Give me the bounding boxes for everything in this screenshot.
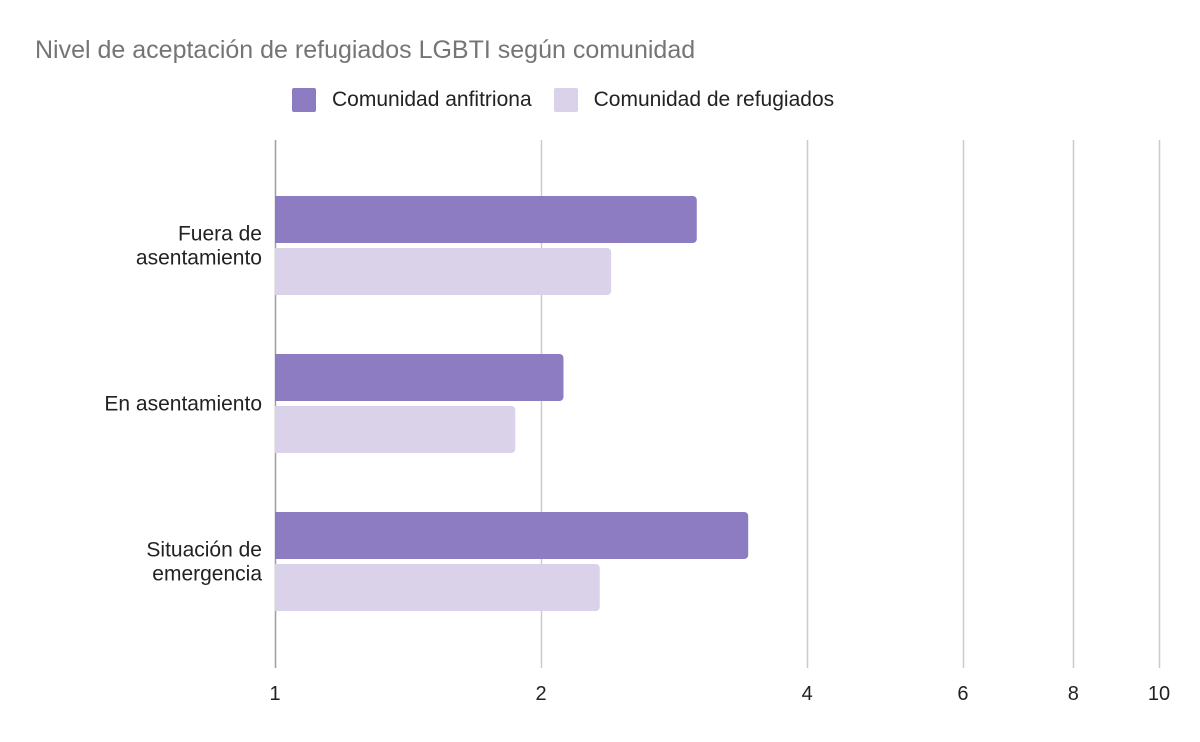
legend-swatch-refugiados: [553, 88, 578, 112]
x-tick-label: 6: [957, 683, 968, 705]
legend: Comunidad anfitriona Comunidad de refugi…: [292, 88, 856, 112]
x-tick-label: 10: [1148, 683, 1170, 705]
bar-anfitriona-0: [274, 196, 697, 243]
x-tick-label: 1: [269, 683, 280, 705]
chart-title: Nivel de aceptación de refugiados LGBTI …: [35, 36, 696, 64]
bar-anfitriona-1: [275, 354, 564, 401]
legend-item-anfitriona[interactable]: Comunidad anfitriona: [292, 88, 532, 112]
legend-label-anfitriona: Comunidad anfitriona: [332, 88, 532, 111]
bar-refugiados-2: [275, 564, 600, 611]
x-tick-label: 4: [802, 683, 813, 705]
legend-label-refugiados: Comunidad de refugiados: [593, 88, 835, 111]
bar-refugiados-1: [275, 406, 516, 453]
bar-anfitriona-2: [275, 512, 749, 559]
category-label: emergencia: [152, 563, 262, 586]
legend-item-refugiados[interactable]: Comunidad de refugiados: [553, 88, 835, 112]
legend-swatch-anfitriona: [292, 88, 316, 112]
category-label: Fuera de: [178, 223, 262, 246]
x-tick-label: 2: [536, 683, 547, 705]
category-label: Situación de: [146, 539, 262, 562]
category-label: asentamiento: [136, 247, 262, 270]
category-label: En asentamiento: [104, 393, 262, 416]
x-tick-label: 8: [1068, 683, 1079, 705]
bar-refugiados-0: [275, 248, 612, 295]
